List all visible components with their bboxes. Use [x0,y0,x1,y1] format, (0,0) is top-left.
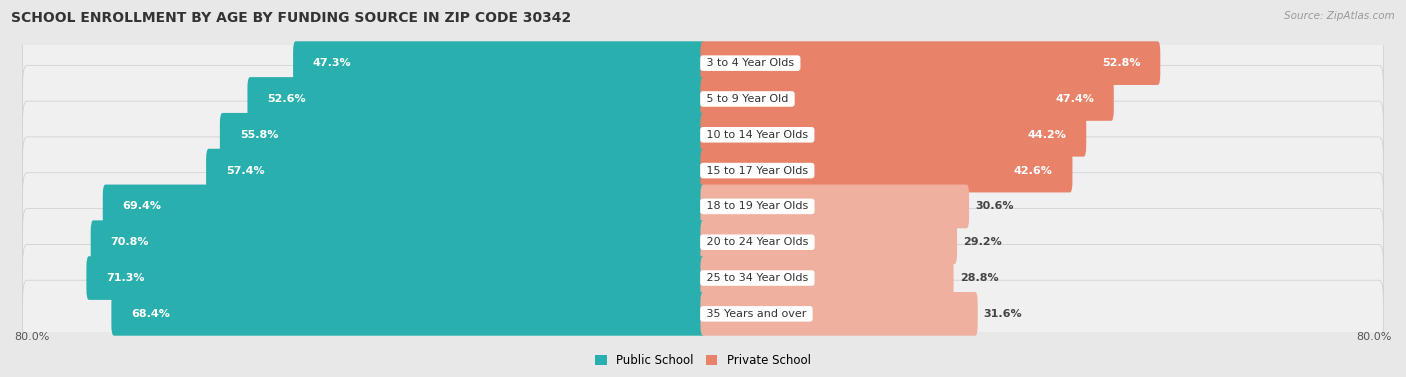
Text: 42.6%: 42.6% [1014,166,1053,176]
Text: 70.8%: 70.8% [111,237,149,247]
Text: 44.2%: 44.2% [1028,130,1066,140]
FancyBboxPatch shape [247,77,706,121]
FancyBboxPatch shape [700,113,1087,156]
Text: 30.6%: 30.6% [976,201,1014,211]
FancyBboxPatch shape [22,65,1384,133]
Text: 52.6%: 52.6% [267,94,307,104]
FancyBboxPatch shape [700,256,953,300]
Text: 69.4%: 69.4% [122,201,162,211]
Text: 15 to 17 Year Olds: 15 to 17 Year Olds [703,166,811,176]
Text: 29.2%: 29.2% [963,237,1002,247]
FancyBboxPatch shape [103,185,706,228]
Text: 52.8%: 52.8% [1102,58,1140,68]
Text: 35 Years and over: 35 Years and over [703,309,810,319]
FancyBboxPatch shape [22,173,1384,240]
FancyBboxPatch shape [292,41,706,85]
Text: SCHOOL ENROLLMENT BY AGE BY FUNDING SOURCE IN ZIP CODE 30342: SCHOOL ENROLLMENT BY AGE BY FUNDING SOUR… [11,11,571,25]
Text: 80.0%: 80.0% [1357,333,1392,342]
Text: 68.4%: 68.4% [131,309,170,319]
Text: Source: ZipAtlas.com: Source: ZipAtlas.com [1284,11,1395,21]
FancyBboxPatch shape [111,292,706,336]
FancyBboxPatch shape [22,280,1384,348]
FancyBboxPatch shape [219,113,706,156]
FancyBboxPatch shape [22,29,1384,97]
Text: 55.8%: 55.8% [239,130,278,140]
FancyBboxPatch shape [207,149,706,192]
Text: 57.4%: 57.4% [226,166,264,176]
FancyBboxPatch shape [700,292,977,336]
Text: 10 to 14 Year Olds: 10 to 14 Year Olds [703,130,811,140]
Text: 25 to 34 Year Olds: 25 to 34 Year Olds [703,273,811,283]
Text: 47.3%: 47.3% [314,58,352,68]
FancyBboxPatch shape [22,244,1384,312]
FancyBboxPatch shape [22,208,1384,276]
Text: 18 to 19 Year Olds: 18 to 19 Year Olds [703,201,811,211]
FancyBboxPatch shape [22,101,1384,169]
FancyBboxPatch shape [91,221,706,264]
Text: 71.3%: 71.3% [107,273,145,283]
Text: 5 to 9 Year Old: 5 to 9 Year Old [703,94,792,104]
FancyBboxPatch shape [700,41,1160,85]
Text: 20 to 24 Year Olds: 20 to 24 Year Olds [703,237,811,247]
Text: 80.0%: 80.0% [14,333,49,342]
FancyBboxPatch shape [700,149,1073,192]
FancyBboxPatch shape [700,185,969,228]
Text: 28.8%: 28.8% [960,273,998,283]
Text: 47.4%: 47.4% [1054,94,1094,104]
FancyBboxPatch shape [700,77,1114,121]
Legend: Public School, Private School: Public School, Private School [591,349,815,372]
FancyBboxPatch shape [86,256,706,300]
FancyBboxPatch shape [22,137,1384,204]
Text: 3 to 4 Year Olds: 3 to 4 Year Olds [703,58,797,68]
FancyBboxPatch shape [700,221,957,264]
Text: 31.6%: 31.6% [984,309,1022,319]
